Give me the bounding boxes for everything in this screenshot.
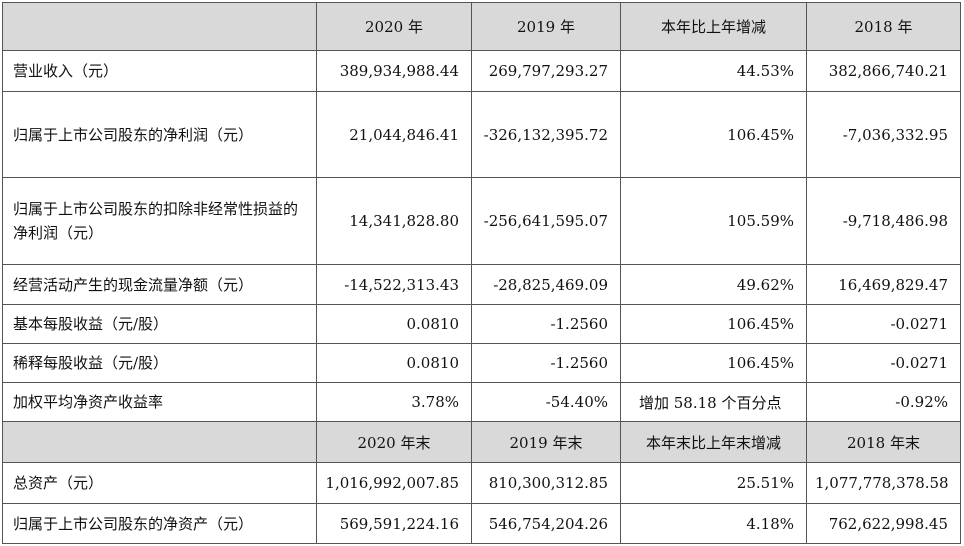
table-row: 归属于上市公司股东的扣除非经常性损益的净利润（元） 14,341,828.80 …: [2, 177, 961, 265]
table-row: 营业收入（元） 389,934,988.44 269,797,293.27 44…: [2, 50, 961, 92]
cell-2018: -0.0271: [806, 304, 961, 344]
cell-2018: -0.0271: [806, 343, 961, 383]
cell-2020: 14,341,828.80: [316, 177, 472, 265]
header-change-end: 本年末比上年末增减: [620, 421, 807, 463]
cell-2019: 546,754,204.26: [471, 503, 621, 544]
table-row: 基本每股收益（元/股） 0.0810 -1.2560 106.45% -0.02…: [2, 304, 961, 344]
cell-2019: -54.40%: [471, 382, 621, 422]
cell-change: 25.51%: [620, 462, 807, 504]
cell-change: 44.53%: [620, 50, 807, 92]
header-empty-cell: [2, 421, 317, 463]
cell-2020: 3.78%: [316, 382, 472, 422]
table-row: 总资产（元） 1,016,992,007.85 810,300,312.85 2…: [2, 462, 961, 504]
table-row: 稀释每股收益（元/股） 0.0810 -1.2560 106.45% -0.02…: [2, 343, 961, 383]
row-label: 稀释每股收益（元/股）: [2, 343, 317, 383]
header-2019: 2019 年: [471, 2, 621, 51]
cell-2018: 762,622,998.45: [806, 503, 961, 544]
row-label: 总资产（元）: [2, 462, 317, 504]
header-2020-end: 2020 年末: [316, 421, 472, 463]
cell-2019: -28,825,469.09: [471, 264, 621, 305]
cell-2020: 389,934,988.44: [316, 50, 472, 92]
cell-change: 49.62%: [620, 264, 807, 305]
cell-2020: 1,016,992,007.85: [316, 462, 472, 504]
cell-2020: -14,522,313.43: [316, 264, 472, 305]
cell-2019: -256,641,595.07: [471, 177, 621, 265]
cell-2019: -326,132,395.72: [471, 91, 621, 178]
header-2020: 2020 年: [316, 2, 472, 51]
cell-change: 106.45%: [620, 91, 807, 178]
cell-2020: 0.0810: [316, 304, 472, 344]
row-label: 归属于上市公司股东的扣除非经常性损益的净利润（元）: [2, 177, 317, 265]
cell-change: 4.18%: [620, 503, 807, 544]
cell-change: 105.59%: [620, 177, 807, 265]
row-label: 归属于上市公司股东的净资产（元）: [2, 503, 317, 544]
header-row-annual: 2020 年 2019 年 本年比上年增减 2018 年: [2, 2, 961, 51]
row-label: 归属于上市公司股东的净利润（元）: [2, 91, 317, 178]
cell-change: 增加 58.18 个百分点: [620, 382, 807, 422]
row-label: 经营活动产生的现金流量净额（元）: [2, 264, 317, 305]
header-empty-cell: [2, 2, 317, 51]
cell-2018: 16,469,829.47: [806, 264, 961, 305]
cell-2019: 810,300,312.85: [471, 462, 621, 504]
row-label: 营业收入（元）: [2, 50, 317, 92]
header-change: 本年比上年增减: [620, 2, 807, 51]
table-row: 归属于上市公司股东的净资产（元） 569,591,224.16 546,754,…: [2, 503, 961, 544]
header-2018: 2018 年: [806, 2, 961, 51]
row-label: 基本每股收益（元/股）: [2, 304, 317, 344]
cell-2020: 569,591,224.16: [316, 503, 472, 544]
header-row-year-end: 2020 年末 2019 年末 本年末比上年末增减 2018 年末: [2, 421, 961, 463]
row-label: 加权平均净资产收益率: [2, 382, 317, 422]
cell-2019: -1.2560: [471, 304, 621, 344]
cell-2018: 1,077,778,378.58: [806, 462, 961, 504]
cell-2018: 382,866,740.21: [806, 50, 961, 92]
header-2018-end: 2018 年末: [806, 421, 961, 463]
cell-2019: 269,797,293.27: [471, 50, 621, 92]
cell-change: 106.45%: [620, 343, 807, 383]
cell-2020: 0.0810: [316, 343, 472, 383]
cell-2019: -1.2560: [471, 343, 621, 383]
table-row: 归属于上市公司股东的净利润（元） 21,044,846.41 -326,132,…: [2, 91, 961, 178]
cell-2018: -7,036,332.95: [806, 91, 961, 178]
table-row: 经营活动产生的现金流量净额（元） -14,522,313.43 -28,825,…: [2, 264, 961, 305]
cell-2018: -0.92%: [806, 382, 961, 422]
table-row: 加权平均净资产收益率 3.78% -54.40% 增加 58.18 个百分点 -…: [2, 382, 961, 422]
cell-2018: -9,718,486.98: [806, 177, 961, 265]
cell-2020: 21,044,846.41: [316, 91, 472, 178]
cell-change: 106.45%: [620, 304, 807, 344]
header-2019-end: 2019 年末: [471, 421, 621, 463]
